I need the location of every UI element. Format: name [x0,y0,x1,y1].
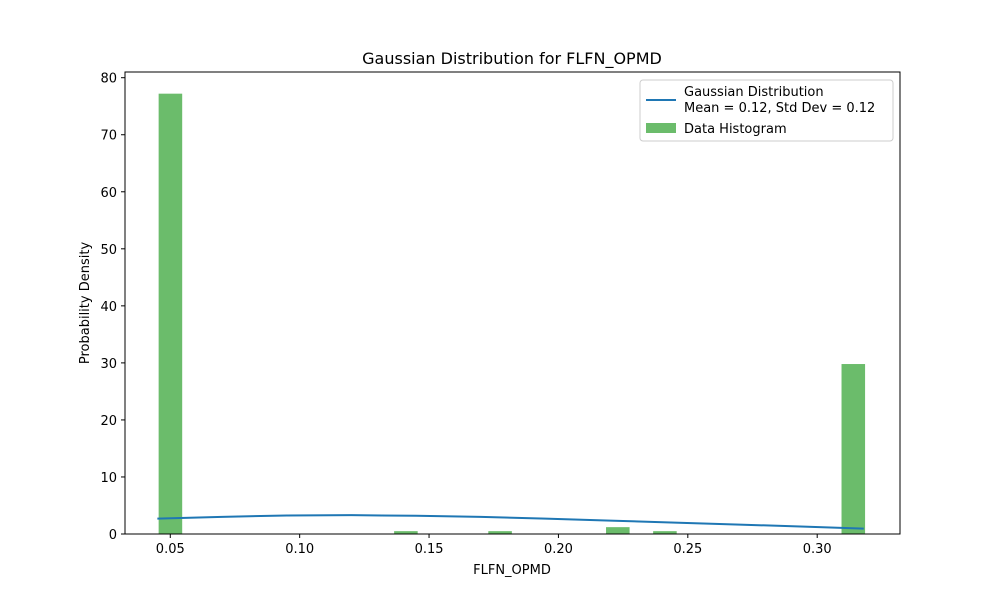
y-tick-label: 40 [100,300,117,315]
x-tick-label: 0.10 [285,542,314,557]
legend: Gaussian Distribution Mean = 0.12, Std De… [639,79,894,142]
histogram-bar-5 [841,364,866,534]
y-tick-label: 10 [100,471,117,486]
legend-box [639,79,894,142]
x-tick-label: 0.25 [673,542,702,557]
y-tick-label: 60 [100,186,117,201]
y-axis-label: Probability Density [78,242,93,365]
legend-entry-gaussian-line-0: Gaussian Distribution [684,85,824,100]
x-tick-label: 0.30 [803,542,832,557]
x-tick-label: 0.15 [415,542,444,557]
legend-bar-swatch [646,123,676,133]
x-tick-label: 0.05 [156,542,185,557]
legend-entry-gaussian-line-1: Mean = 0.12, Std Dev = 0.12 [684,101,875,116]
y-tick-label: 20 [100,414,117,429]
y-axis-ticks: 0 10 20 30 40 50 60 70 80 [100,72,125,543]
plot-frame [124,71,901,535]
histogram-bar-0 [158,93,183,535]
gaussian-curve [157,514,864,530]
legend-entry-gaussian: Gaussian Distribution Mean = 0.12, Std De… [684,85,875,116]
histogram-bars [158,93,866,535]
gaussian-curve-group [157,514,864,530]
y-tick-label: 0 [109,528,117,543]
x-axis-ticks: 0.05 0.10 0.15 0.20 0.25 0.30 [156,534,832,557]
y-tick-label: 50 [100,243,117,258]
y-tick-label: 80 [100,72,117,87]
chart-title: Gaussian Distribution for FLFN_OPMD [362,49,662,69]
y-tick-label: 30 [100,357,117,372]
legend-entry-histogram: Data Histogram [684,122,787,137]
histogram-bar-2 [488,531,512,534]
histogram-bar-1 [394,531,418,534]
y-tick-label: 70 [100,129,117,144]
x-axis-label: FLFN_OPMD [473,563,551,578]
histogram-bar-4 [653,531,677,534]
x-tick-label: 0.20 [544,542,573,557]
histogram-bar-3 [606,527,630,534]
